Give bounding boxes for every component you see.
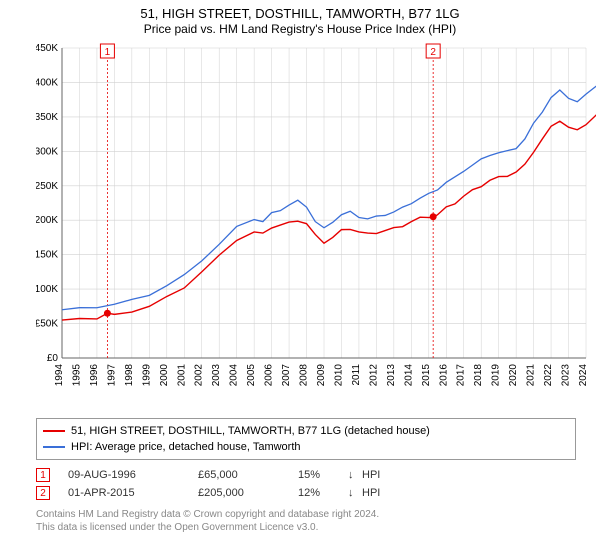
svg-text:2014: 2014 [403, 364, 414, 387]
svg-text:2013: 2013 [386, 364, 397, 387]
transaction-row: 2 01-APR-2015 £205,000 12% ↓ HPI [36, 484, 576, 502]
legend-label-series1: 51, HIGH STREET, DOSTHILL, TAMWORTH, B77… [71, 425, 430, 437]
svg-text:£100K: £100K [36, 284, 58, 295]
svg-text:£200K: £200K [36, 215, 58, 226]
svg-text:2017: 2017 [456, 364, 467, 387]
svg-text:2006: 2006 [264, 364, 275, 387]
svg-text:2004: 2004 [229, 364, 240, 387]
transaction-marker-icon: 1 [36, 468, 50, 482]
transaction-date: 01-APR-2015 [68, 487, 198, 499]
transaction-price: £205,000 [198, 487, 298, 499]
svg-text:£350K: £350K [36, 112, 58, 123]
svg-text:1: 1 [105, 47, 111, 58]
legend-swatch-series2 [43, 446, 65, 448]
legend-row-series1: 51, HIGH STREET, DOSTHILL, TAMWORTH, B77… [43, 423, 569, 439]
transactions-table: 1 09-AUG-1996 £65,000 15% ↓ HPI 2 01-APR… [36, 466, 576, 502]
svg-text:1999: 1999 [141, 364, 152, 387]
svg-text:£300K: £300K [36, 146, 58, 157]
svg-text:2018: 2018 [473, 364, 484, 387]
legend-row-series2: HPI: Average price, detached house, Tamw… [43, 439, 569, 455]
transaction-marker-icon: 2 [36, 486, 50, 500]
svg-text:2012: 2012 [368, 364, 379, 387]
svg-text:£250K: £250K [36, 181, 58, 192]
svg-text:2008: 2008 [299, 364, 310, 387]
chart-title-block: 51, HIGH STREET, DOSTHILL, TAMWORTH, B77… [0, 0, 600, 36]
svg-text:2016: 2016 [438, 364, 449, 387]
svg-text:2001: 2001 [176, 364, 187, 387]
footer-line1: Contains HM Land Registry data © Crown c… [36, 508, 576, 521]
svg-text:2009: 2009 [316, 364, 327, 387]
svg-text:2000: 2000 [159, 364, 170, 387]
footer-line2: This data is licensed under the Open Gov… [36, 521, 576, 534]
svg-text:2020: 2020 [508, 364, 519, 387]
legend-label-series2: HPI: Average price, detached house, Tamw… [71, 441, 301, 453]
svg-text:£0: £0 [47, 353, 59, 364]
chart-title-line1: 51, HIGH STREET, DOSTHILL, TAMWORTH, B77… [0, 6, 600, 21]
transaction-pct: 12% [298, 487, 348, 499]
svg-text:2019: 2019 [491, 364, 502, 387]
chart-area: £0 £50K £100K £150K £200K £250K £300K £350K £400… [36, 42, 596, 412]
svg-text:1998: 1998 [124, 364, 135, 387]
svg-text:2005: 2005 [246, 364, 257, 387]
transaction-row: 1 09-AUG-1996 £65,000 15% ↓ HPI [36, 466, 576, 484]
transaction-ref: HPI [362, 469, 380, 481]
svg-text:2022: 2022 [543, 364, 554, 387]
svg-text:1994: 1994 [54, 364, 65, 387]
svg-text:2021: 2021 [526, 364, 537, 387]
svg-text:1995: 1995 [71, 364, 82, 387]
svg-text:2023: 2023 [561, 364, 572, 387]
legend-box: 51, HIGH STREET, DOSTHILL, TAMWORTH, B77… [36, 418, 576, 460]
svg-text:2015: 2015 [421, 364, 432, 387]
svg-text:£400K: £400K [36, 77, 58, 88]
down-arrow-icon: ↓ [348, 487, 362, 499]
svg-text:1996: 1996 [89, 364, 100, 387]
down-arrow-icon: ↓ [348, 469, 362, 481]
svg-text:2003: 2003 [211, 364, 222, 387]
svg-text:£50K: £50K [36, 319, 58, 330]
transaction-pct: 15% [298, 469, 348, 481]
footer-attribution: Contains HM Land Registry data © Crown c… [36, 508, 576, 534]
line-chart-svg: £0 £50K £100K £150K £200K £250K £300K £350K £400… [36, 42, 596, 412]
svg-text:£450K: £450K [36, 43, 58, 54]
svg-text:1997: 1997 [106, 364, 117, 387]
svg-text:2: 2 [430, 47, 436, 58]
transaction-price: £65,000 [198, 469, 298, 481]
svg-text:2010: 2010 [333, 364, 344, 387]
svg-text:2007: 2007 [281, 364, 292, 387]
legend-swatch-series1 [43, 430, 65, 432]
svg-text:£150K: £150K [36, 250, 58, 261]
svg-text:2011: 2011 [351, 364, 362, 386]
transaction-ref: HPI [362, 487, 380, 499]
svg-text:2002: 2002 [194, 364, 205, 387]
svg-text:2024: 2024 [578, 364, 589, 387]
transaction-date: 09-AUG-1996 [68, 469, 198, 481]
chart-title-line2: Price paid vs. HM Land Registry's House … [0, 22, 600, 36]
